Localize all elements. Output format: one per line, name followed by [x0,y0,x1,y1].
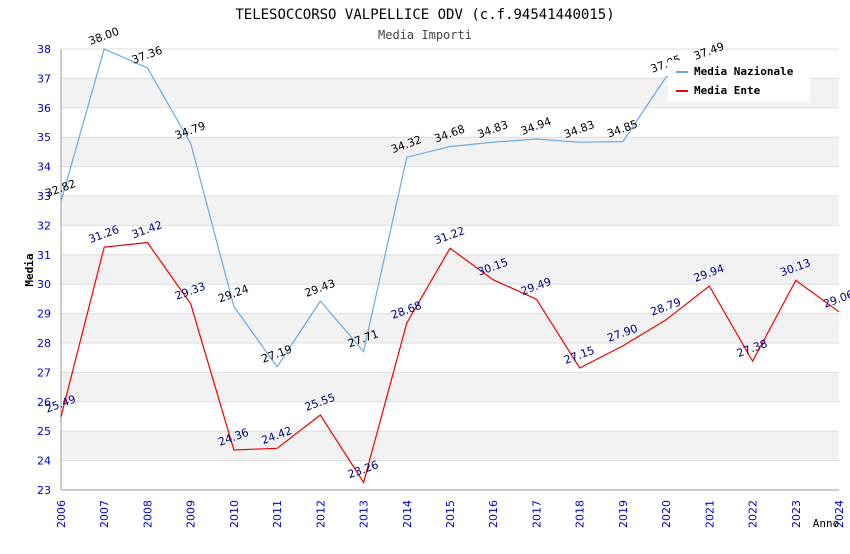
x-tick-label: 2015 [444,500,457,528]
band [61,254,839,285]
x-tick-label: 2011 [271,500,284,528]
series-line-nazionale [60,48,710,368]
x-tick-label: 2017 [530,500,543,528]
x-tick-label: 2022 [747,500,760,528]
x-tick-label: 2007 [98,500,111,528]
y-tick-label: 25 [37,425,51,438]
x-tick-label: 2020 [660,500,673,528]
legend-box [668,60,810,102]
x-axis-title: Anno [813,517,840,530]
x-tick-label: 2021 [703,500,716,528]
y-tick-label: 28 [37,337,51,350]
x-tick-label: 2024 [833,500,846,528]
series-line-ente [60,241,840,484]
y-tick-label: 35 [37,131,51,144]
y-tick-label: 31 [37,249,51,262]
y-tick-label: 29 [37,308,51,321]
x-tick-label: 2019 [617,500,630,528]
y-tick-label: 34 [37,161,51,174]
y-tick-label: 36 [37,102,51,115]
band [61,431,839,461]
x-tick-label: 2008 [141,500,154,528]
y-tick-label: 38 [37,43,51,56]
x-tick-label: 2010 [228,500,241,528]
y-tick-label: 27 [37,366,51,379]
band [61,137,839,167]
chart-subtitle: Media Importi [378,28,472,42]
band [61,313,839,343]
x-tick-label: 2009 [185,500,198,528]
x-tick-label: 2018 [574,500,587,528]
x-tick-label: 2006 [55,500,68,528]
y-tick-label: 23 [37,484,51,497]
x-tick-label: 2012 [314,500,327,528]
y-tick-label: 30 [37,278,51,291]
legend-label-ente: Media Ente [694,84,761,97]
y-axis-title: Media [23,253,36,286]
band [61,196,839,226]
x-tick-label: 2013 [358,500,371,528]
x-tick-label: 2016 [487,500,500,528]
legend: Media Nazionale Media Ente [668,60,810,102]
y-tick-label: 37 [37,72,51,85]
x-tick-label: 2014 [401,500,414,528]
series-layer [60,48,840,484]
y-tick-label: 32 [37,219,51,232]
plot-bands [61,78,839,461]
axes: 23 24 25 26 27 28 29 30 31 32 33 34 35 36 37 38 2006 2007… [37,43,846,528]
y-tick-label: 24 [37,455,51,468]
y-tick-label: 26 [37,396,51,409]
x-tick-label: 2023 [790,500,803,528]
chart-title: TELESOCCORSO VALPELLICE ODV (c.f.9454144… [235,7,614,23]
y-tick-label: 33 [37,190,51,203]
legend-label-nazionale: Media Nazionale [694,65,794,78]
band [61,372,839,402]
